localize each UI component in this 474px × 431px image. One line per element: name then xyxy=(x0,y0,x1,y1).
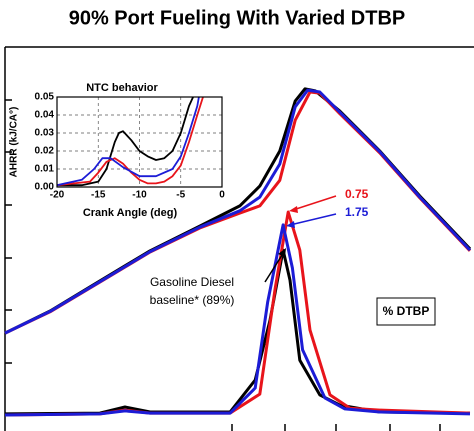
main-plot xyxy=(4,87,472,417)
lines xyxy=(57,97,204,187)
lines xyxy=(4,87,472,417)
y-tick-label: 0.05 xyxy=(35,92,55,103)
x-tick-label: -5 xyxy=(176,190,185,201)
x-tick-label: -10 xyxy=(132,190,147,201)
chart-title: 90% Port Fueling With Varied DTBP xyxy=(69,7,406,29)
annotation: Gasoline Diesel xyxy=(150,275,234,289)
annotation: % DTBP xyxy=(383,304,430,318)
line xyxy=(4,223,471,417)
line xyxy=(57,97,200,187)
y-tick-label: 0.01 xyxy=(35,164,55,175)
line xyxy=(4,88,472,335)
annotation: baseline* (89%) xyxy=(150,293,235,307)
y-tick-label: 0.03 xyxy=(35,128,55,139)
y-tick-label: 0.00 xyxy=(35,182,55,193)
main-frame xyxy=(4,46,474,431)
y-tick-label: 0.02 xyxy=(35,146,55,157)
line xyxy=(57,97,194,187)
series-label: 1.75 xyxy=(345,205,369,219)
x-tick-label: 0 xyxy=(219,190,225,201)
series-label: 0.75 xyxy=(345,187,369,201)
line xyxy=(57,97,204,187)
inset-x-label: Crank Angle (deg) xyxy=(83,207,178,219)
y-tick-label: 0.04 xyxy=(35,110,55,121)
line xyxy=(4,248,471,416)
x-tick-label: -20 xyxy=(50,190,65,201)
legend-box xyxy=(376,297,436,326)
x-tick-label: -15 xyxy=(91,190,106,201)
inset-y-label: AHRR (kJ/CA°) xyxy=(9,107,20,178)
arrows xyxy=(264,195,337,283)
inset-title: NTC behavior xyxy=(86,82,158,94)
inset-frame xyxy=(56,96,223,188)
